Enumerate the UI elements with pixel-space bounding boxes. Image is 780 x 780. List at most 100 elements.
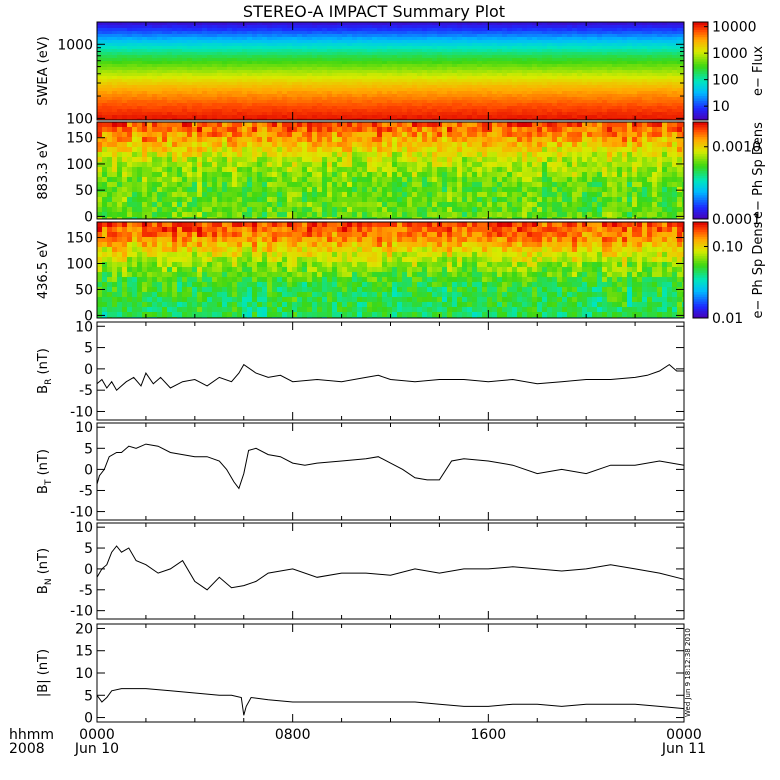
heatmap-cell (442, 100, 448, 104)
heatmap-cell (332, 22, 338, 26)
heatmap-cell (322, 112, 328, 116)
heatmap-cell (347, 97, 353, 101)
heatmap-cell (517, 28, 523, 32)
heatmap-cell (332, 64, 338, 68)
heatmap-cell (507, 58, 513, 62)
heatmap-cell (312, 88, 318, 92)
heatmap-cell (182, 49, 188, 53)
heatmap-cell (522, 43, 528, 47)
heatmap-cell (492, 22, 498, 26)
heatmap-cell (112, 70, 118, 74)
heatmap-cell (417, 142, 423, 148)
heatmap-cell (267, 31, 273, 35)
heatmap-cell (257, 40, 263, 44)
heatmap-cell (682, 157, 685, 163)
heatmap-cell (257, 49, 263, 53)
heatmap-cell (262, 118, 268, 121)
heatmap-cell (142, 85, 148, 89)
heatmap-cell (182, 103, 188, 107)
heatmap-cell (282, 37, 288, 41)
heatmap-cell (607, 58, 613, 62)
heatmap-cell (247, 147, 253, 153)
heatmap-cell (477, 61, 483, 65)
heatmap-cell (482, 70, 488, 74)
heatmap-cell (587, 91, 593, 95)
heatmap-cell (302, 61, 308, 65)
heatmap-cell (302, 152, 308, 158)
heatmap-cell (642, 73, 648, 77)
heatmap-cell (207, 28, 213, 32)
heatmap-cell (467, 82, 473, 86)
heatmap-cell (382, 67, 388, 71)
heatmap-cell (322, 122, 328, 128)
heatmap-cell (167, 112, 173, 116)
heatmap-cell (502, 88, 508, 92)
heatmap-cell (367, 76, 373, 80)
heatmap-cell (437, 109, 443, 113)
heatmap-cell (477, 22, 483, 26)
heatmap-cell (602, 58, 608, 62)
heatmap-cell (657, 115, 663, 119)
heatmap-cell (617, 34, 623, 38)
heatmap-cell (477, 112, 483, 116)
heatmap-cell (522, 73, 528, 77)
heatmap-cell (487, 94, 493, 98)
heatmap-cell (112, 58, 118, 62)
heatmap-cell (492, 152, 498, 158)
heatmap-cell (412, 152, 418, 158)
heatmap-cell (582, 73, 588, 77)
heatmap-cell (267, 43, 273, 47)
heatmap-cell (652, 137, 658, 143)
heatmap-cell (252, 147, 258, 153)
heatmap-cell (237, 88, 243, 92)
heatmap-cell (537, 34, 543, 38)
heatmap-cell (467, 55, 473, 59)
heatmap-cell (502, 82, 508, 86)
heatmap-cell (527, 88, 533, 92)
heatmap-cell (207, 46, 213, 50)
heatmap-cell (372, 122, 378, 128)
heatmap-cell (317, 118, 323, 121)
heatmap-cell (342, 34, 348, 38)
heatmap-cell (427, 88, 433, 92)
heatmap-cell (272, 152, 278, 158)
heatmap-cell (197, 115, 203, 119)
heatmap-cell (262, 152, 268, 158)
heatmap-cell (607, 31, 613, 35)
heatmap-cell (657, 109, 663, 113)
heatmap-cell (417, 52, 423, 56)
heatmap-cell (187, 127, 193, 133)
heatmap-cell (407, 31, 413, 35)
heatmap-cell (487, 115, 493, 119)
heatmap-cell (617, 137, 623, 143)
heatmap-cell (397, 97, 403, 101)
heatmap-cell (512, 88, 518, 92)
heatmap-cell (202, 91, 208, 95)
heatmap-cell (97, 49, 103, 53)
heatmap-cell (202, 103, 208, 107)
heatmap-cell (547, 70, 553, 74)
heatmap-cell (267, 40, 273, 44)
heatmap-cell (447, 82, 453, 86)
heatmap-cell (142, 28, 148, 32)
heatmap-cell (377, 40, 383, 44)
heatmap-cell (377, 88, 383, 92)
heatmap-cell (242, 76, 248, 80)
heatmap-cell (647, 142, 653, 148)
heatmap-cell (647, 49, 653, 53)
heatmap-cell (512, 67, 518, 71)
heatmap-cell (452, 28, 458, 32)
heatmap-cell (552, 112, 558, 116)
heatmap-cell (667, 106, 673, 110)
heatmap-cell (447, 70, 453, 74)
heatmap-cell (472, 142, 478, 148)
heatmap-cell (447, 97, 453, 101)
heatmap-cell (267, 25, 273, 29)
heatmap-cell (222, 94, 228, 98)
heatmap-cell (467, 132, 473, 138)
heatmap-cell (602, 118, 608, 121)
heatmap-cell (372, 109, 378, 113)
heatmap-cell (352, 79, 358, 83)
heatmap-cell (612, 25, 618, 29)
heatmap-cell (327, 46, 333, 50)
